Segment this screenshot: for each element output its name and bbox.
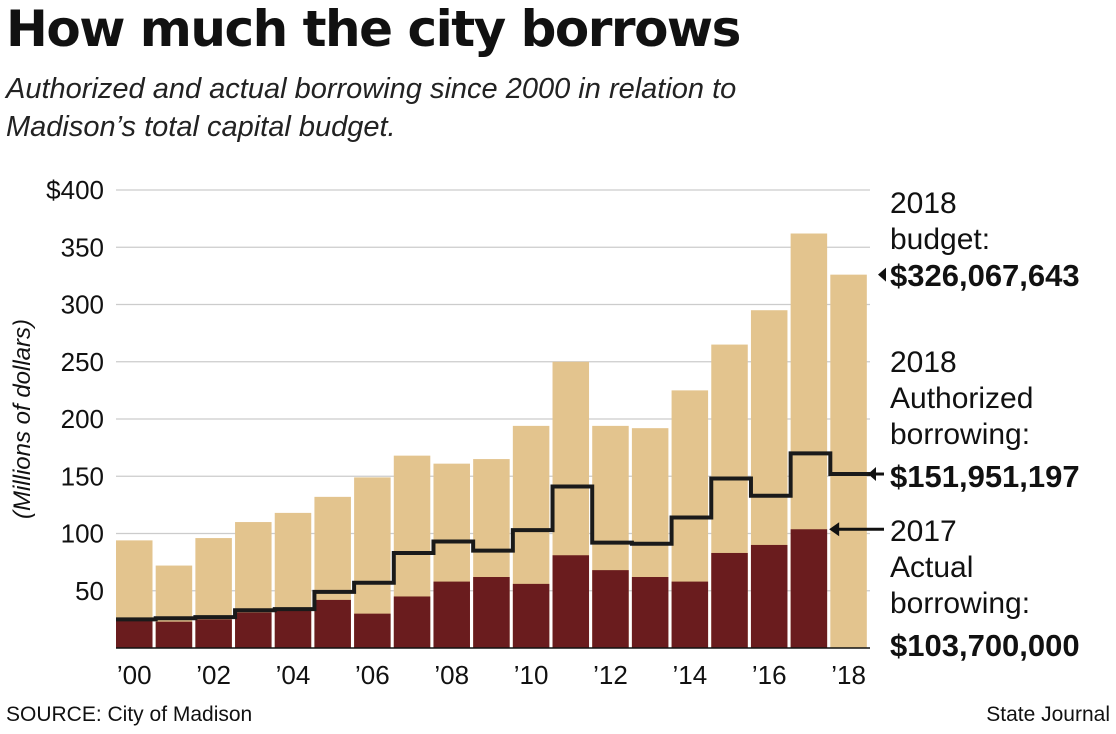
x-tick-label: ’06 bbox=[355, 660, 390, 690]
actual-borrowing-bar bbox=[235, 612, 272, 648]
annotation-label: 2017 bbox=[890, 515, 957, 548]
budget-bar bbox=[830, 274, 867, 648]
actual-borrowing-bar bbox=[274, 610, 312, 648]
y-tick-label: 100 bbox=[61, 519, 104, 549]
source-note: SOURCE: City of Madison bbox=[6, 703, 253, 726]
y-tick-label: 150 bbox=[61, 461, 104, 491]
annotation-label: Actual bbox=[890, 551, 973, 584]
actual-borrowing-bar bbox=[671, 581, 709, 648]
y-tick-label: 300 bbox=[61, 290, 104, 320]
actual-borrowing-bar bbox=[155, 621, 193, 648]
actual-borrowing-bar bbox=[750, 544, 788, 648]
x-tick-label: ’04 bbox=[276, 660, 311, 690]
x-tick-label: ’14 bbox=[672, 660, 707, 690]
actual-borrowing-bar bbox=[433, 581, 470, 648]
borrowing-chart: 50 100 150 200 250 300 350 $400 (Millions of dol… bbox=[9, 175, 1080, 690]
x-tick-label: ’00 bbox=[117, 660, 152, 690]
annotation-arrowhead bbox=[878, 267, 886, 282]
annotation-value: $326,067,643 bbox=[890, 258, 1080, 293]
annotation-label: 2018 bbox=[890, 187, 957, 220]
chart-title: How much the city borrows bbox=[6, 0, 741, 58]
annotation-arrowhead bbox=[829, 522, 840, 537]
annotation-label: Authorized bbox=[890, 382, 1033, 415]
actual-borrowing-bar bbox=[711, 552, 748, 648]
actual-borrowing-bar bbox=[314, 599, 351, 648]
annotation-label: borrowing: bbox=[890, 587, 1030, 620]
annotation-label: budget: bbox=[890, 223, 990, 256]
x-tick-label: ’12 bbox=[593, 660, 628, 690]
actual-borrowing-bar bbox=[354, 613, 391, 648]
annotation-label: 2018 bbox=[890, 346, 957, 379]
actual-borrowing-bar bbox=[473, 577, 510, 648]
x-tick-label: ’02 bbox=[196, 660, 231, 690]
x-tick-label: ’08 bbox=[434, 660, 469, 690]
actual-borrowing-bar bbox=[195, 619, 232, 648]
chart-subtitle: Authorized and actual borrowing since 20… bbox=[6, 73, 737, 143]
publisher-credit: State Journal bbox=[986, 703, 1110, 726]
y-axis-title: (Millions of dollars) bbox=[9, 319, 36, 519]
y-tick-label: 250 bbox=[61, 347, 104, 377]
annotation-value: $103,700,000 bbox=[890, 628, 1080, 663]
y-tick-label: 50 bbox=[75, 576, 104, 606]
y-tick-label: 350 bbox=[61, 232, 104, 262]
y-tick-label: 200 bbox=[61, 404, 104, 434]
actual-borrowing-bar bbox=[512, 583, 550, 648]
x-tick-label: ’10 bbox=[514, 660, 549, 690]
actual-borrowing-bar bbox=[116, 620, 153, 648]
authorized-borrowing-line bbox=[116, 451, 870, 622]
actual-borrowing-bar bbox=[790, 529, 828, 648]
x-tick-label: ’16 bbox=[752, 660, 787, 690]
annotation-arrowhead bbox=[868, 467, 876, 482]
actual-borrowing-bar bbox=[393, 596, 431, 648]
annotation-value: $151,951,197 bbox=[890, 459, 1080, 494]
actual-borrowing-bar bbox=[592, 570, 629, 648]
actual-borrowing-bar bbox=[552, 555, 590, 648]
actual-borrowing-bar bbox=[631, 577, 669, 648]
x-tick-label: ’18 bbox=[831, 660, 866, 690]
y-tick-label: $400 bbox=[46, 175, 104, 205]
annotation-label: borrowing: bbox=[890, 418, 1030, 451]
